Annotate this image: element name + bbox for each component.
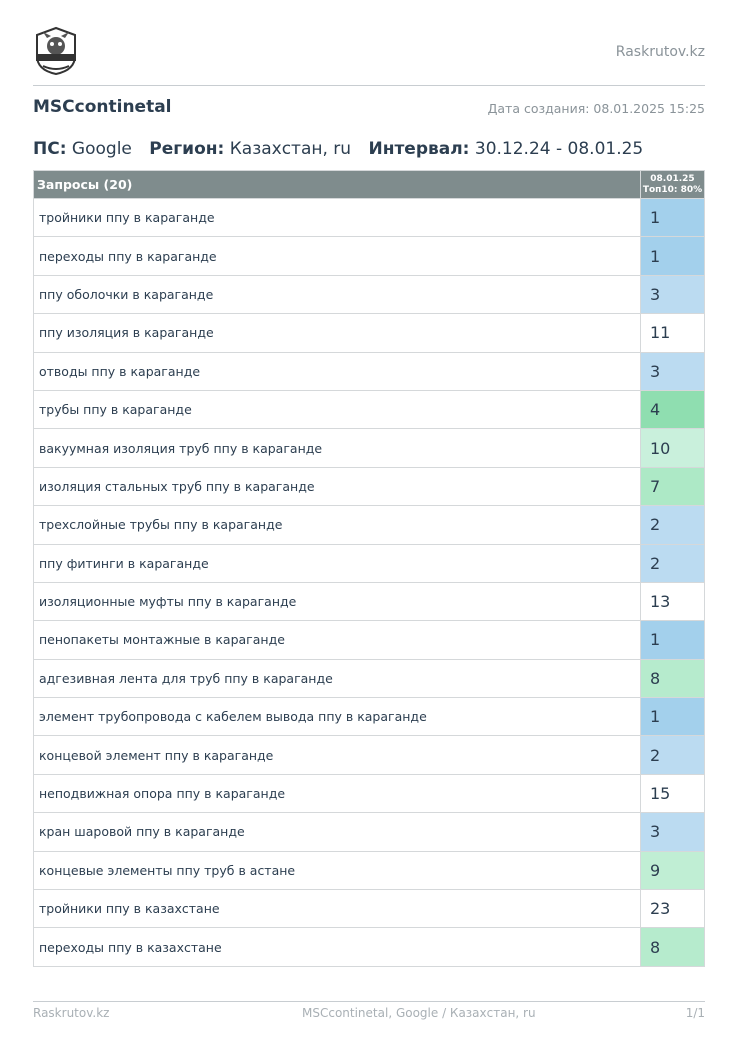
position-cell: 1 [640,236,705,276]
table-row: ппу изоляция в караганде 11 [33,313,705,353]
table-row: трехслойные трубы ппу в караганде 2 [33,505,705,545]
query-cell: ппу изоляция в караганде [33,313,641,353]
positions-table: Запросы (20) 08.01.25 Топ10: 80% тройник… [33,170,705,967]
query-cell: ппу оболочки в караганде [33,274,641,315]
position-cell: 3 [640,812,705,852]
position-cell: 1 [640,620,705,660]
date-column-header: 08.01.25 Топ10: 80% [640,170,705,199]
position-cell: 15 [640,773,705,814]
table-header-row: Запросы (20) 08.01.25 Топ10: 80% [33,170,705,199]
date-header-date: 08.01.25 [650,173,695,184]
table-row: неподвижная опора ппу в караганде 15 [33,773,705,814]
position-cell: 1 [640,197,705,238]
project-name: MSCcontinetal [33,97,172,117]
table-row: концевые элементы ппу труб в астане 9 [33,850,705,891]
engine-value: Google [71,139,132,159]
interval-label: Интервал: [368,139,470,159]
header-divider [33,85,705,86]
query-cell: переходы ппу в казахстане [33,927,641,967]
position-cell: 23 [640,889,705,929]
query-cell: элемент трубопровода с кабелем вывода пп… [33,697,641,737]
position-cell: 3 [640,274,705,315]
queries-column-header: Запросы (20) [33,170,641,199]
footer-page-number: 1/1 [685,1006,705,1020]
table-row: пенопакеты монтажные в караганде 1 [33,620,705,660]
query-cell: концевой элемент ппу в караганде [33,735,641,775]
query-cell: концевые элементы ппу труб в астане [33,850,641,891]
query-cell: трубы ппу в караганде [33,389,641,430]
report-params: ПС: Google Регион: Казахстан, ru Интерва… [33,139,643,159]
creation-date: Дата создания: 08.01.2025 15:25 [487,101,705,116]
table-row: трубы ппу в караганде 4 [33,389,705,430]
table-row: элемент трубопровода с кабелем вывода пп… [33,697,705,737]
position-cell: 3 [640,351,705,391]
query-cell: кран шаровой ппу в караганде [33,812,641,852]
position-cell: 2 [640,543,705,583]
region-value: Казахстан, ru [229,139,352,159]
table-row: переходы ппу в караганде 1 [33,236,705,276]
interval-value: 30.12.24 - 08.01.25 [474,139,644,159]
footer-brand: Raskrutov.kz [33,1006,110,1020]
query-cell: вакуумная изоляция труб ппу в караганде [33,428,641,468]
raskrutov-logo-icon [36,26,76,76]
position-cell: 11 [640,313,705,353]
position-cell: 1 [640,697,705,737]
table-row: адгезивная лента для труб ппу в караганд… [33,658,705,699]
query-cell: пенопакеты монтажные в караганде [33,620,641,660]
position-cell: 10 [640,428,705,468]
position-cell: 4 [640,389,705,430]
table-row: ппу оболочки в караганде 3 [33,274,705,315]
position-cell: 9 [640,850,705,891]
query-cell: изоляционные муфты ппу в караганде [33,581,641,622]
engine-label: ПС: [33,139,67,159]
position-cell: 7 [640,466,705,507]
table-row: отводы ппу в караганде 3 [33,351,705,391]
table-row: изоляция стальных труб ппу в караганде 7 [33,466,705,507]
footer-divider [33,1001,705,1002]
query-cell: неподвижная опора ппу в караганде [33,773,641,814]
table-row: кран шаровой ппу в караганде 3 [33,812,705,852]
brand-name: Raskrutov.kz [615,44,705,60]
table-row: тройники ппу в казахстане 23 [33,889,705,929]
query-cell: трехслойные трубы ппу в караганде [33,505,641,545]
position-cell: 2 [640,735,705,775]
position-cell: 8 [640,927,705,967]
query-cell: тройники ппу в караганде [33,197,641,238]
query-cell: переходы ппу в караганде [33,236,641,276]
footer-report-info: MSCcontinetal, Google / Казахстан, ru [302,1006,536,1020]
table-row: изоляционные муфты ппу в караганде 13 [33,581,705,622]
query-cell: адгезивная лента для труб ппу в караганд… [33,658,641,699]
table-row: концевой элемент ппу в караганде 2 [33,735,705,775]
table-row: переходы ппу в казахстане 8 [33,927,705,967]
query-cell: тройники ппу в казахстане [33,889,641,929]
query-cell: ппу фитинги в караганде [33,543,641,583]
position-cell: 2 [640,505,705,545]
date-header-top10: Топ10: 80% [642,184,703,195]
query-cell: изоляция стальных труб ппу в караганде [33,466,641,507]
query-cell: отводы ппу в караганде [33,351,641,391]
region-label: Регион: [149,139,225,159]
table-row: тройники ппу в караганде 1 [33,197,705,238]
page-header: Raskrutov.kz [33,26,705,80]
position-cell: 8 [640,658,705,699]
position-cell: 13 [640,581,705,622]
table-row: вакуумная изоляция труб ппу в караганде 1… [33,428,705,468]
table-row: ппу фитинги в караганде 2 [33,543,705,583]
